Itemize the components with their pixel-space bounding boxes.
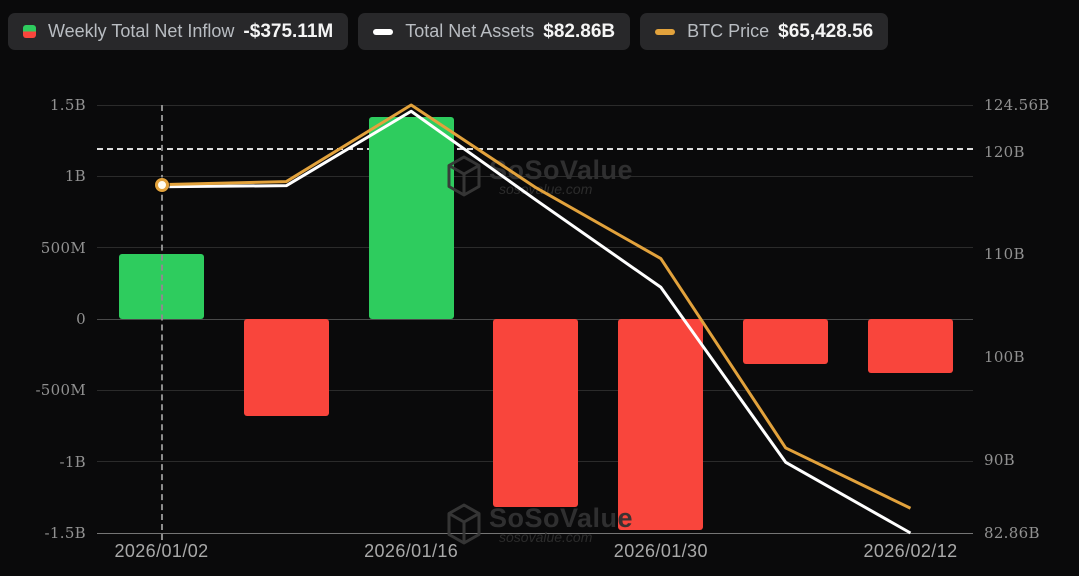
y-axis-label-left: 1B (64, 167, 86, 186)
x-axis-label: 2026/01/30 (613, 541, 708, 561)
legend-value: $82.86B (543, 20, 616, 42)
dashed-reference-line (97, 147, 973, 150)
y-axis-label-right: 90B (984, 450, 1016, 469)
y-axis-label-right: 110B (984, 245, 1025, 264)
legend-value: $65,428.56 (778, 20, 874, 42)
y-axis-label-left: 1.5B (49, 96, 86, 114)
y-axis-label-right: 120B (984, 142, 1025, 161)
x-axis-label: 2026/02/12 (863, 541, 958, 561)
y-axis-label-right: 100B (984, 348, 1025, 367)
data-point-marker (154, 177, 169, 192)
gridline (97, 104, 973, 106)
net-inflow-bar (243, 319, 329, 416)
legend-value: -$375.11M (243, 20, 334, 42)
y-axis-label-left: 500M (40, 238, 86, 257)
dashed-crosshair-line (160, 105, 163, 540)
legend-label: BTC Price (687, 21, 770, 41)
white-dash-icon (373, 28, 394, 35)
x-axis-label: 2026/01/02 (114, 541, 209, 561)
legend: Weekly Total Net Inflow -$375.11M Total … (8, 13, 889, 50)
net-inflow-bar (368, 117, 454, 319)
y-axis-label-right: 124.56B (984, 96, 1050, 114)
y-axis-label-right: 82.86B (984, 524, 1040, 542)
net-inflow-bar (743, 319, 829, 364)
inflow-bar-icon (23, 25, 36, 38)
legend-label: Weekly Total Net Inflow (48, 21, 235, 41)
sosovalue-watermark-top: SoSoValue sosovalue.com (447, 155, 633, 197)
net-inflow-bar (493, 319, 579, 508)
sosovalue-logo-icon (447, 155, 481, 197)
y-axis-label-left: -500M (35, 381, 86, 400)
sosovalue-watermark-bottom: SoSoValue sosovalue.com (447, 503, 633, 545)
orange-dash-icon (655, 28, 676, 35)
legend-chip-btc-price[interactable]: BTC Price $65,428.56 (640, 13, 889, 50)
legend-label: Total Net Assets (405, 21, 535, 41)
net-inflow-bar (867, 319, 953, 373)
y-axis-label-left: 0 (76, 310, 86, 328)
gridline (97, 247, 973, 249)
legend-chip-total-net-assets[interactable]: Total Net Assets $82.86B (358, 13, 631, 50)
sosovalue-logo-icon (447, 503, 481, 545)
legend-chip-net-inflow[interactable]: Weekly Total Net Inflow -$375.11M (8, 13, 349, 50)
y-axis-label-left: -1.5B (44, 524, 86, 542)
net-inflow-bar (618, 319, 704, 531)
x-axis-label: 2026/01/16 (364, 541, 459, 561)
y-axis-label-left: -1B (59, 452, 86, 471)
